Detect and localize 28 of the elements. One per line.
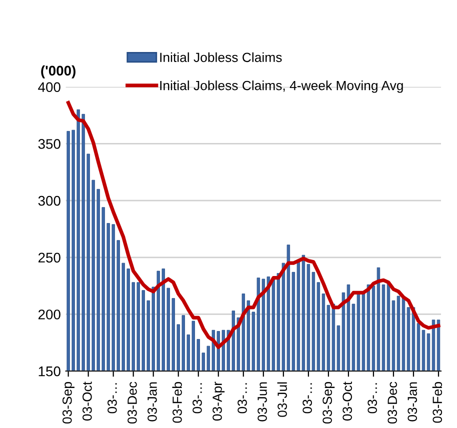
x-tick-label: 03-Dec — [388, 382, 398, 424]
x-tick-label: 03-… — [238, 383, 247, 414]
y-tick-label: 300 — [38, 196, 60, 206]
x-tick-label: 03-Oct — [342, 382, 352, 421]
y-tick-label: 150 — [38, 366, 60, 376]
x-tick-label: 03-Feb — [172, 382, 182, 423]
x-tick-label: 03-Jul — [277, 382, 287, 417]
x-tick-label: 03-Feb — [432, 382, 442, 423]
y-axis-title: ('000) — [41, 65, 76, 78]
x-tick-label: 03-Jan — [148, 382, 157, 422]
y-tick-label: 350 — [38, 139, 60, 149]
x-tick-label: 03-… — [302, 383, 312, 414]
x-tick-label: 03-… — [108, 383, 117, 414]
line-series — [66, 100, 440, 350]
x-tick-label: 03-Oct — [82, 382, 92, 421]
x-tick-label: 03-Apr — [212, 382, 225, 421]
x-tick-label: 03-Jun — [258, 382, 267, 422]
x-tick-label: 03-Dec — [128, 382, 137, 424]
y-tick-label: 200 — [38, 310, 60, 320]
x-tick-label: 03-Sep — [62, 382, 74, 424]
x-tick-label: 03-Jan — [408, 382, 418, 422]
legend-label: Initial Jobless Claims — [160, 52, 282, 62]
y-tick-label: 400 — [38, 82, 60, 92]
x-tick-label: 03-… — [192, 383, 202, 414]
legend-label: Initial Jobless Claims, 4-week Moving Avg — [160, 80, 403, 93]
y-tick-label: 250 — [38, 252, 60, 263]
x-tick-label: 03-… — [368, 383, 378, 414]
x-tick-label: 03-Sep — [322, 382, 335, 424]
